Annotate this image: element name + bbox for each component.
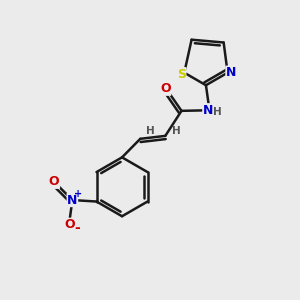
Text: O: O xyxy=(49,175,59,188)
Text: N: N xyxy=(67,194,78,207)
Text: H: H xyxy=(213,107,222,117)
Text: +: + xyxy=(74,189,82,199)
Text: N: N xyxy=(203,104,213,117)
Text: S: S xyxy=(177,68,186,81)
Text: -: - xyxy=(74,221,80,235)
Text: N: N xyxy=(226,66,236,79)
Text: O: O xyxy=(160,82,171,95)
Text: H: H xyxy=(146,126,155,136)
Text: O: O xyxy=(64,218,75,231)
Text: H: H xyxy=(172,126,181,136)
